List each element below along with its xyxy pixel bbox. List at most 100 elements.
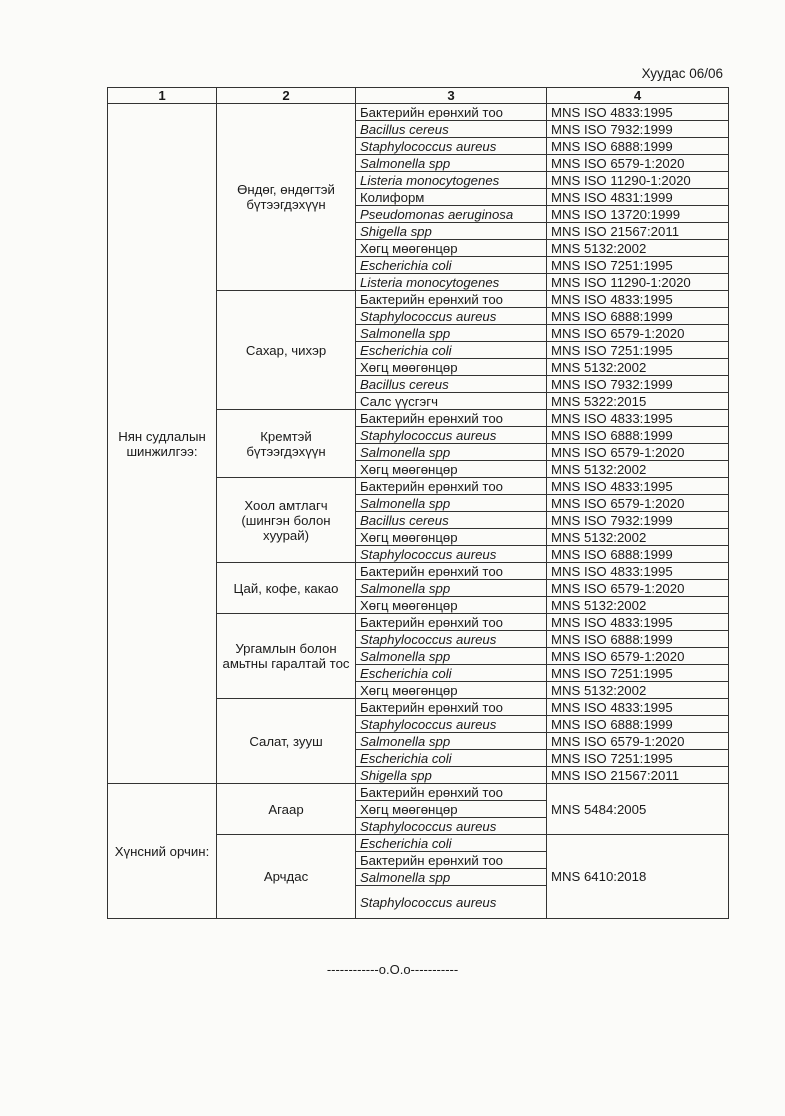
test-method: MNS 5484:2005: [546, 783, 729, 835]
test-method: MNS 5322:2015: [546, 392, 729, 410]
product-group: Цай, кофе, какао: [216, 562, 356, 614]
test-indicator: Bacillus cereus: [355, 511, 547, 529]
test-method: MNS ISO 6579-1:2020: [546, 579, 729, 597]
test-indicator: Listeria monocytogenes: [355, 273, 547, 291]
table-row: Цай, кофе, какао Бактерийн ерөнхий тоо MNS…: [108, 562, 729, 614]
test-method: MNS ISO 4833:1995: [546, 290, 729, 308]
table-row: Escherichia coli MNS ISO 7251:1995: [108, 664, 729, 682]
test-method: MNS 5132:2002: [546, 596, 729, 614]
product-group: Кремтэй бүтээгдэхүүн: [216, 409, 356, 478]
test-indicator: Бактерийн ерөнхий тоо: [355, 290, 547, 308]
test-indicator: Хөгц мөөгөнцөр: [355, 596, 547, 614]
table-row: Bacillus cereus MNS ISO 7932:1999: [108, 511, 729, 529]
test-indicator: Escherichia coli: [355, 256, 547, 274]
section-name: Хүнсний орчин:: [107, 783, 217, 919]
end-marker: ------------o.O.o-----------: [326, 962, 459, 977]
table-row: Salmonella spp: [108, 868, 729, 886]
test-method: MNS ISO 6579-1:2020: [546, 494, 729, 512]
test-method: MNS ISO 4831:1999: [546, 188, 729, 206]
test-method: MNS ISO 11290-1:2020: [546, 273, 729, 291]
test-indicator: Хөгц мөөгөнцөр: [355, 239, 547, 257]
table-row: Нян судлалын шинжилгээ: Өндөг, өндөгтэй б…: [107, 103, 729, 784]
table-row: Bacillus cereus MNS ISO 7932:1999: [108, 375, 729, 393]
test-indicator: Bacillus cereus: [355, 375, 547, 393]
column-header: 4: [546, 87, 729, 104]
table-row: Listeria monocytogenes MNS ISO 11290-1:20…: [108, 273, 729, 291]
test-indicator: Бактерийн ерөнхий тоо: [355, 477, 547, 495]
table-row: Shigella spp MNS ISO 21567:2011: [108, 222, 729, 240]
test-method: MNS ISO 4833:1995: [546, 562, 729, 580]
test-method: MNS 6410:2018: [546, 834, 729, 919]
table-row: Staphylococcus aureus MNS ISO 6888:1999: [108, 545, 729, 563]
test-indicator: Salmonella spp: [355, 154, 547, 172]
product-group: Арчдас: [216, 834, 356, 919]
test-indicator: Salmonella spp: [355, 579, 547, 597]
test-indicator: Salmonella spp: [355, 647, 547, 665]
product-group: Агаар: [216, 783, 356, 835]
test-method: MNS ISO 4833:1995: [546, 698, 729, 716]
table-row: Хөгц мөөгөнцөр MNS 5132:2002: [108, 681, 729, 699]
test-indicator: Staphylococcus aureus: [355, 307, 547, 325]
test-indicator: Salmonella spp: [355, 732, 547, 750]
product-group: Салат, зууш: [216, 698, 356, 784]
test-method: MNS ISO 6888:1999: [546, 545, 729, 563]
test-indicator: Хөгц мөөгөнцөр: [355, 800, 547, 818]
table-row: Ургамлын болон амьтны гаралтай тос Бактер…: [108, 613, 729, 699]
test-indicator: Shigella spp: [355, 766, 547, 784]
test-indicator: Бактерийн ерөнхий тоо: [355, 562, 547, 580]
table-row: Staphylococcus aureus MNS ISO 6888:1999: [108, 715, 729, 733]
test-indicator: Хөгц мөөгөнцөр: [355, 528, 547, 546]
table-row: Staphylococcus aureus MNS ISO 6888:1999: [108, 426, 729, 444]
methods-table: 1 2 3 4 Нян судлалын шинжилгээ: Өндөг, өн…: [107, 87, 729, 919]
test-indicator: Хөгц мөөгөнцөр: [355, 681, 547, 699]
product-group: Өндөг, өндөгтэй бүтээгдэхүүн: [216, 103, 356, 291]
product-group: Ургамлын болон амьтны гаралтай тос: [216, 613, 356, 699]
table-row: Арчдас Escherichia coli MNS 6410:2018: [108, 834, 729, 919]
test-method: MNS ISO 6579-1:2020: [546, 154, 729, 172]
table-row: Колиформ MNS ISO 4831:1999: [108, 188, 729, 206]
test-method: MNS ISO 4833:1995: [546, 103, 729, 121]
test-indicator: Бактерийн ерөнхий тоо: [355, 613, 547, 631]
table-row: Salmonella spp MNS ISO 6579-1:2020: [108, 494, 729, 512]
test-method: MNS ISO 4833:1995: [546, 409, 729, 427]
test-indicator: Salmonella spp: [355, 324, 547, 342]
test-indicator: Bacillus cereus: [355, 120, 547, 138]
test-indicator: Колиформ: [355, 188, 547, 206]
table-row: Salmonella spp MNS ISO 6579-1:2020: [108, 647, 729, 665]
table-row: Сахар, чихэр Бактерийн ерөнхий тоо MNS ISO…: [108, 290, 729, 410]
test-indicator: Escherichia coli: [355, 664, 547, 682]
table-row: Pseudomonas aeruginosa MNS ISO 13720:1999: [108, 205, 729, 223]
test-method: MNS 5132:2002: [546, 460, 729, 478]
table-row: Хөгц мөөгөнцөр MNS 5132:2002: [108, 239, 729, 257]
column-header: 2: [216, 87, 356, 104]
test-indicator: Бактерийн ерөнхий тоо: [355, 409, 547, 427]
test-method: MNS ISO 7932:1999: [546, 120, 729, 138]
table-row: Бактерийн ерөнхий тоо: [108, 851, 729, 869]
test-indicator: Staphylococcus aureus: [355, 715, 547, 733]
test-indicator: Shigella spp: [355, 222, 547, 240]
test-indicator: Хөгц мөөгөнцөр: [355, 358, 547, 376]
test-indicator: Бактерийн ерөнхий тоо: [355, 783, 547, 801]
test-method: MNS 5132:2002: [546, 528, 729, 546]
test-method: MNS ISO 6888:1999: [546, 630, 729, 648]
test-method: MNS 5132:2002: [546, 239, 729, 257]
test-indicator: Pseudomonas aeruginosa: [355, 205, 547, 223]
test-indicator: Бактерийн ерөнхий тоо: [355, 698, 547, 716]
test-method: MNS ISO 6888:1999: [546, 307, 729, 325]
test-indicator: Salmonella spp: [355, 443, 547, 461]
page-number: Хуудас 06/06: [641, 66, 723, 81]
test-indicator: Staphylococcus aureus: [355, 137, 547, 155]
test-method: MNS ISO 7932:1999: [546, 375, 729, 393]
test-method: MNS ISO 7251:1995: [546, 749, 729, 767]
test-indicator: Escherichia coli: [355, 834, 547, 852]
table-row: Салс үүсгэгч MNS 5322:2015: [108, 392, 729, 410]
test-indicator: Staphylococcus aureus: [355, 545, 547, 563]
test-indicator: Listeria monocytogenes: [355, 171, 547, 189]
test-method: MNS ISO 6888:1999: [546, 426, 729, 444]
table-row: Salmonella spp MNS ISO 6579-1:2020: [108, 579, 729, 597]
table-row: Escherichia coli MNS ISO 7251:1995: [108, 256, 729, 274]
test-indicator: Escherichia coli: [355, 749, 547, 767]
test-method: MNS ISO 6579-1:2020: [546, 732, 729, 750]
test-method: MNS ISO 6888:1999: [546, 137, 729, 155]
test-method: MNS ISO 7932:1999: [546, 511, 729, 529]
